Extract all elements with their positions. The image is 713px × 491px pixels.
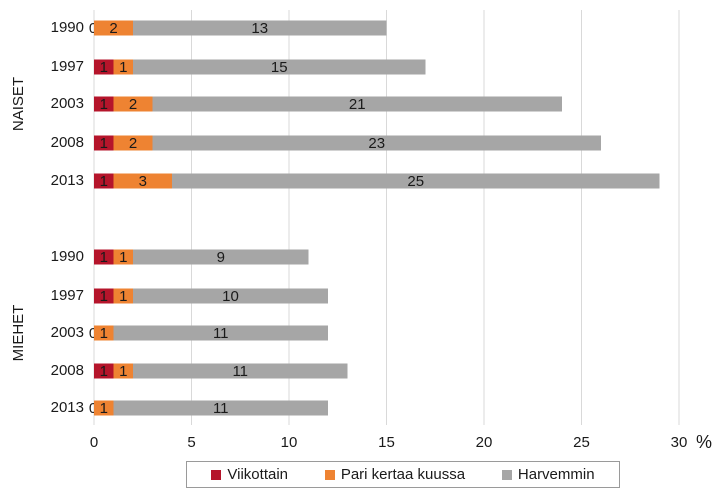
bar-segment	[94, 96, 114, 112]
bar-segment	[94, 249, 114, 265]
group-label: NAISET	[10, 77, 27, 131]
data-label: 0	[89, 325, 97, 342]
bar-segment	[113, 288, 133, 304]
bar-segment	[113, 135, 153, 151]
data-label: 0	[89, 400, 97, 417]
bar-segment	[113, 96, 153, 112]
x-tick-label: 25	[573, 434, 590, 451]
x-tick-label: 30	[671, 434, 688, 451]
year-label: 2008	[51, 362, 84, 379]
data-label: 1	[119, 288, 127, 305]
data-label: 1	[100, 173, 108, 190]
x-tick-label: 15	[378, 434, 395, 451]
x-tick-label: 20	[476, 434, 493, 451]
data-label: 1	[100, 135, 108, 152]
legend-label-viikottain: Viikottain	[227, 466, 288, 483]
data-label: 1	[119, 363, 127, 380]
legend-item-harvemmin: Harvemmin	[501, 466, 595, 483]
year-label: 2013	[51, 172, 84, 189]
bar-segment	[94, 135, 114, 151]
year-label: 1990	[51, 248, 84, 265]
data-label: 10	[222, 288, 239, 305]
legend-swatch-harvemmin	[501, 469, 512, 480]
data-label: 11	[213, 400, 229, 417]
bar-segment	[133, 59, 426, 75]
bar-segment	[94, 20, 133, 36]
bar-segment	[133, 20, 387, 36]
data-label: 23	[368, 135, 385, 152]
legend-swatch-pari-kertaa-kuussa	[324, 469, 335, 480]
bar-segment	[172, 173, 660, 189]
bar-segment	[113, 363, 133, 379]
bar-segment	[94, 325, 114, 341]
year-label: 2003	[51, 95, 84, 112]
bar-segment	[113, 249, 133, 265]
legend-label-harvemmin: Harvemmin	[517, 466, 595, 483]
data-label: 1	[100, 400, 108, 417]
bar-segment	[152, 96, 562, 112]
data-label: 25	[407, 173, 424, 190]
data-label: 2	[129, 96, 137, 113]
data-label: 15	[271, 59, 288, 76]
data-label: 11	[232, 363, 248, 380]
x-axis-unit-label: %	[696, 432, 712, 452]
x-tick-label: 5	[187, 434, 195, 451]
legend-item-pari-kertaa-kuussa: Pari kertaa kuussa	[324, 466, 466, 483]
year-label: 2013	[51, 399, 84, 416]
year-label: 1997	[51, 58, 84, 75]
data-label: 1	[100, 325, 108, 342]
bar-segment	[94, 59, 114, 75]
legend-swatch-viikottain	[211, 469, 222, 480]
data-label: 2	[109, 20, 117, 37]
chart-legend: Viikottain Pari kertaa kuussa Harvemmin	[186, 461, 620, 488]
group-label: MIEHET	[10, 305, 27, 362]
year-label: 2003	[51, 324, 84, 341]
year-label: 1997	[51, 287, 84, 304]
bar-segment	[113, 173, 172, 189]
data-label: 21	[349, 96, 366, 113]
year-label: 2008	[51, 134, 84, 151]
data-label: 1	[100, 96, 108, 113]
bar-segment	[133, 249, 309, 265]
bar-segment	[94, 400, 114, 416]
year-label: 1990	[51, 19, 84, 36]
bar-segment	[94, 288, 114, 304]
data-label: 13	[251, 20, 268, 37]
bar-segment	[113, 59, 133, 75]
legend-label-pari-kertaa-kuussa: Pari kertaa kuussa	[340, 466, 466, 483]
bar-segment	[133, 288, 328, 304]
data-label: 9	[217, 249, 225, 266]
legend-item-viikottain: Viikottain	[211, 466, 288, 483]
data-label: 1	[100, 59, 108, 76]
bar-segment	[94, 363, 114, 379]
bar-segment	[113, 400, 328, 416]
x-tick-label: 0	[90, 434, 98, 451]
data-label: 3	[139, 173, 147, 190]
bar-segment	[94, 173, 114, 189]
data-label: 1	[100, 249, 108, 266]
bar-segment	[133, 363, 348, 379]
data-label: 11	[213, 325, 229, 342]
x-tick-label: 10	[281, 434, 298, 451]
bar-segment	[113, 325, 328, 341]
data-label: 2	[129, 135, 137, 152]
data-label: 1	[119, 59, 127, 76]
data-label: 1	[100, 288, 108, 305]
data-label: 1	[100, 363, 108, 380]
data-label: 1	[119, 249, 127, 266]
data-label: 0	[89, 20, 97, 37]
bar-segment	[152, 135, 601, 151]
